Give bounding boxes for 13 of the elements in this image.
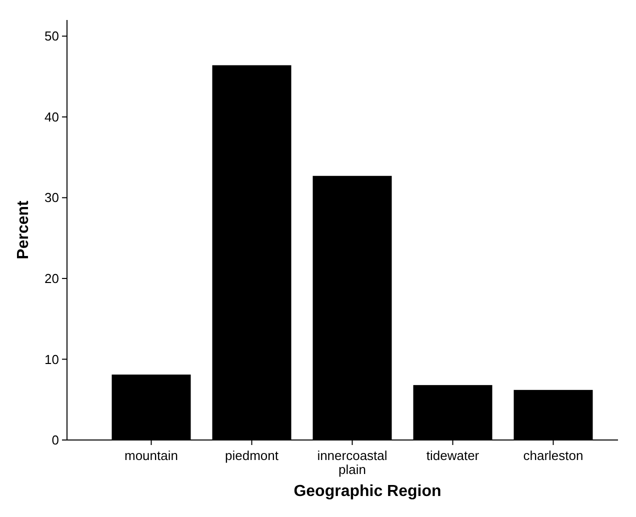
x-tick-label: piedmont bbox=[225, 448, 279, 463]
y-tick-label: 30 bbox=[44, 190, 59, 206]
y-tick-label: 50 bbox=[44, 28, 59, 44]
y-tick-label: 10 bbox=[44, 352, 59, 367]
x-tick-label: mountain bbox=[124, 448, 178, 463]
y-tick-label: 20 bbox=[44, 271, 59, 286]
x-tick-label: innercoastal plain bbox=[317, 448, 388, 477]
y-tick-label: 0 bbox=[52, 432, 59, 448]
y-tick-label: 40 bbox=[44, 109, 59, 124]
x-tick-label: charleston bbox=[523, 448, 584, 463]
y-axis-title: Percent bbox=[15, 200, 32, 260]
x-tick-label: tidewater bbox=[426, 448, 480, 463]
x-axis-title: Geographic Region bbox=[294, 483, 442, 500]
